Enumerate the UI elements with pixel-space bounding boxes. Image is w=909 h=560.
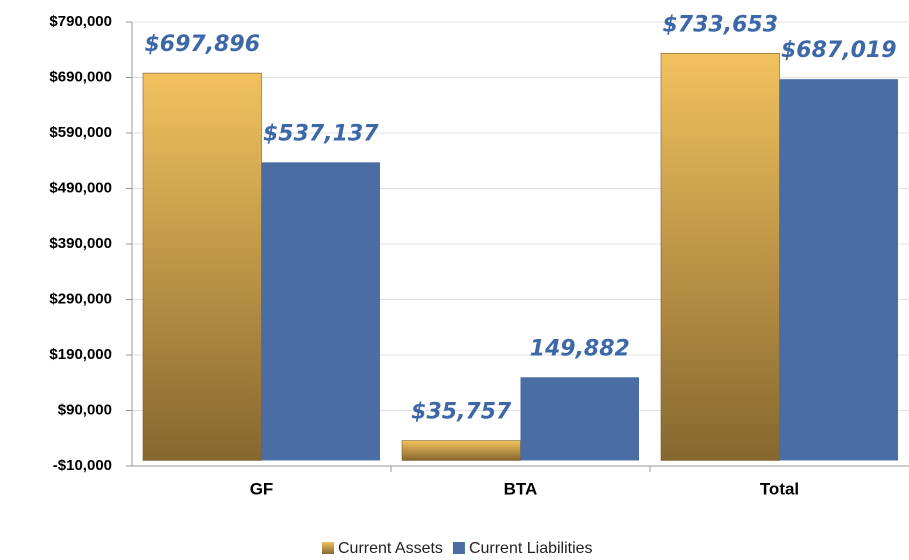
y-tick-label: $690,000: [49, 68, 112, 85]
value-label: $537,137: [263, 121, 379, 146]
value-label: $697,896: [144, 32, 260, 57]
x-tick-label: BTA: [504, 479, 538, 498]
y-tick-label: $190,000: [49, 346, 112, 363]
x-tick-label: Total: [760, 479, 799, 498]
bar: [520, 377, 639, 461]
bar: [779, 79, 898, 461]
value-label: $733,653: [662, 12, 778, 37]
bar: [142, 72, 262, 461]
legend-label: Current Liabilities: [469, 540, 593, 557]
bar: [401, 440, 521, 461]
y-tick-label: $790,000: [49, 13, 112, 30]
y-tick-label: $490,000: [49, 179, 112, 196]
y-tick-label: $390,000: [49, 235, 112, 252]
value-label: $35,757: [411, 400, 512, 425]
legend-swatch: [322, 542, 334, 554]
value-label: $687,019: [781, 38, 897, 63]
value-label: 149,882: [530, 336, 630, 361]
legend-swatch: [452, 542, 465, 554]
bar: [261, 162, 380, 461]
y-tick-label: -$10,000: [53, 457, 112, 474]
x-tick-label: GF: [250, 479, 274, 498]
y-tick-label: $90,000: [58, 401, 112, 418]
y-tick-label: $290,000: [49, 290, 112, 307]
y-tick-label: $590,000: [49, 124, 112, 141]
legend-label: Current Assets: [338, 540, 443, 557]
bar: [660, 52, 780, 461]
